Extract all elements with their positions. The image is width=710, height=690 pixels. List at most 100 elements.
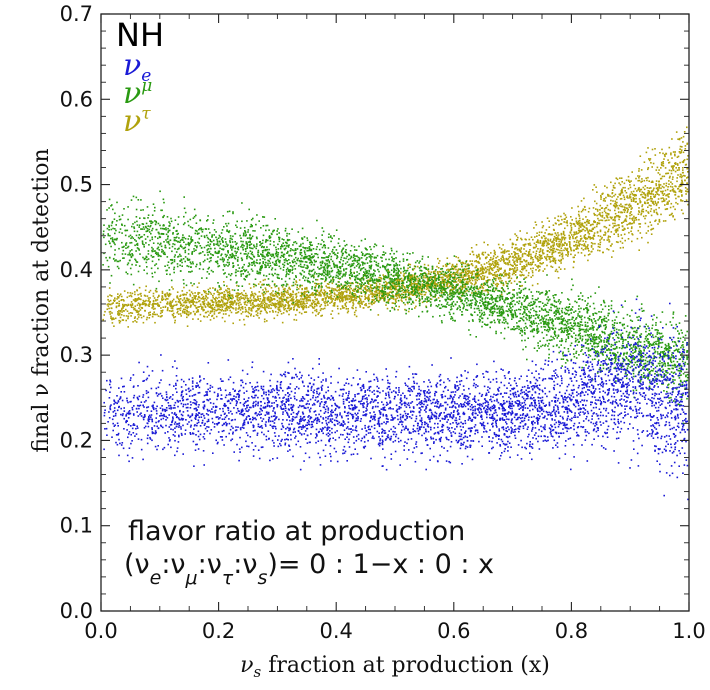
data-point bbox=[152, 308, 155, 310]
data-point bbox=[266, 298, 269, 301]
data-point bbox=[477, 274, 480, 276]
data-point bbox=[274, 304, 277, 306]
data-point bbox=[532, 259, 534, 261]
data-point bbox=[350, 298, 353, 300]
data-point bbox=[539, 242, 541, 244]
data-point bbox=[670, 213, 673, 216]
data-point bbox=[170, 303, 172, 305]
data-point bbox=[117, 313, 119, 315]
data-point bbox=[269, 299, 272, 302]
data-point bbox=[578, 219, 581, 222]
data-point bbox=[391, 297, 393, 300]
data-point bbox=[301, 301, 303, 303]
data-point bbox=[491, 306, 494, 308]
data-point bbox=[686, 397, 688, 400]
data-point bbox=[388, 281, 390, 284]
data-point bbox=[477, 260, 480, 263]
data-point bbox=[647, 167, 650, 169]
data-point bbox=[563, 212, 565, 215]
data-point bbox=[500, 281, 502, 284]
data-point bbox=[198, 292, 201, 294]
data-point bbox=[665, 172, 667, 175]
data-point bbox=[650, 200, 652, 202]
data-point bbox=[287, 246, 290, 248]
data-point bbox=[333, 289, 335, 292]
data-point bbox=[483, 241, 485, 244]
data-point bbox=[519, 285, 522, 287]
data-point bbox=[522, 268, 524, 271]
data-point bbox=[638, 198, 641, 200]
data-point bbox=[108, 311, 111, 313]
data-point bbox=[284, 304, 287, 306]
data-point bbox=[190, 305, 192, 307]
data-point bbox=[320, 288, 323, 290]
data-point bbox=[224, 310, 227, 312]
data-point bbox=[379, 293, 381, 295]
data-point bbox=[184, 301, 186, 303]
data-point bbox=[642, 208, 645, 211]
data-point bbox=[311, 305, 314, 308]
data-point bbox=[663, 193, 666, 195]
data-point bbox=[303, 290, 306, 293]
data-point bbox=[603, 198, 605, 200]
data-point bbox=[638, 168, 640, 170]
data-point bbox=[274, 285, 277, 288]
data-point bbox=[154, 307, 156, 310]
data-point bbox=[364, 295, 366, 298]
data-point bbox=[184, 308, 186, 311]
data-point bbox=[229, 309, 231, 312]
data-point bbox=[377, 262, 380, 265]
data-point bbox=[143, 300, 145, 303]
data-point bbox=[171, 300, 174, 302]
data-point bbox=[663, 373, 665, 375]
data-point bbox=[131, 303, 134, 305]
data-point bbox=[639, 201, 641, 204]
data-point bbox=[176, 295, 179, 297]
data-point bbox=[466, 268, 468, 270]
data-point bbox=[510, 282, 513, 284]
data-point bbox=[237, 285, 240, 287]
data-point bbox=[386, 294, 389, 296]
data-point bbox=[618, 204, 621, 207]
data-point bbox=[340, 256, 343, 259]
data-point bbox=[217, 237, 220, 239]
data-point bbox=[566, 222, 568, 224]
data-point bbox=[526, 306, 528, 309]
data-point bbox=[455, 278, 457, 281]
data-point bbox=[179, 298, 182, 300]
data-point bbox=[386, 295, 389, 298]
data-point bbox=[519, 292, 521, 294]
data-point bbox=[204, 290, 206, 293]
data-point bbox=[266, 306, 268, 309]
data-point bbox=[682, 161, 685, 164]
data-point bbox=[631, 233, 634, 236]
data-point bbox=[536, 265, 538, 268]
data-point bbox=[627, 197, 629, 199]
data-point bbox=[646, 192, 649, 195]
data-point bbox=[371, 296, 374, 298]
data-point bbox=[554, 259, 557, 262]
data-point bbox=[385, 304, 387, 306]
data-point bbox=[414, 279, 417, 281]
data-point bbox=[248, 308, 250, 311]
data-point bbox=[359, 306, 362, 308]
data-point bbox=[174, 321, 176, 324]
data-point bbox=[598, 219, 600, 222]
data-point bbox=[518, 258, 521, 260]
data-point bbox=[444, 281, 446, 283]
data-point bbox=[318, 292, 320, 294]
data-point bbox=[342, 292, 344, 294]
data-point bbox=[664, 167, 667, 169]
data-point bbox=[289, 294, 291, 297]
data-point bbox=[360, 283, 363, 286]
data-point bbox=[408, 275, 411, 278]
data-point bbox=[457, 269, 459, 271]
data-point bbox=[611, 358, 614, 360]
data-point bbox=[250, 309, 252, 312]
data-point bbox=[621, 225, 624, 228]
data-point bbox=[453, 292, 455, 295]
data-point bbox=[305, 296, 307, 298]
data-point bbox=[395, 291, 398, 293]
data-point bbox=[542, 270, 544, 272]
data-point bbox=[542, 243, 544, 245]
